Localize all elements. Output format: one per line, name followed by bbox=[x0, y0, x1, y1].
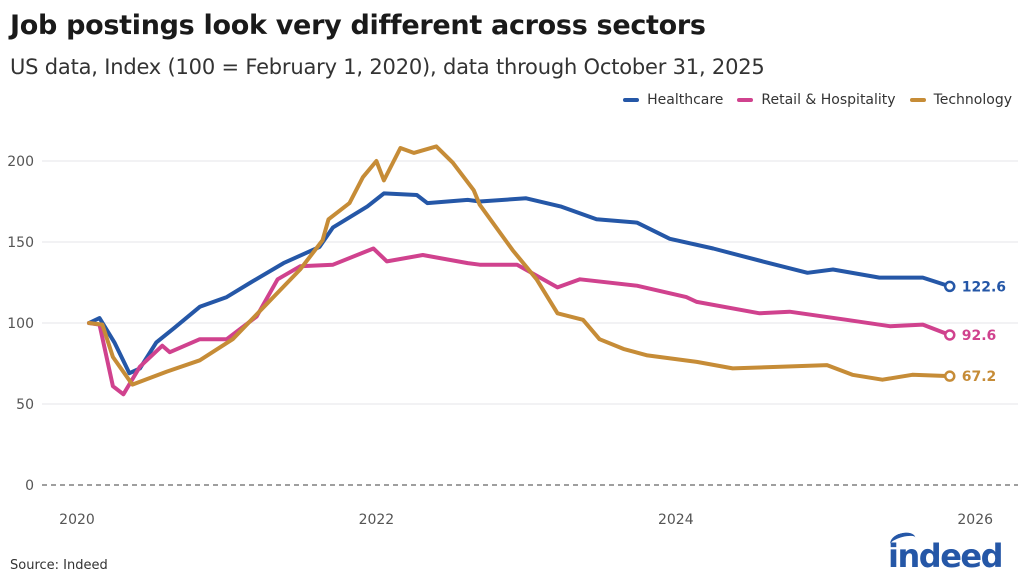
legend: Healthcare Retail & Hospitality Technolo… bbox=[623, 92, 1012, 108]
series-line-0 bbox=[87, 191, 952, 376]
legend-swatch bbox=[909, 98, 926, 102]
series-line-1 bbox=[87, 246, 952, 397]
legend-item-technology[interactable]: Technology bbox=[909, 92, 1012, 108]
y-tick-label: 50 bbox=[16, 397, 34, 413]
legend-item-retail[interactable]: Retail & Hospitality bbox=[737, 92, 896, 108]
end-value-label: 67.2 bbox=[962, 369, 997, 385]
end-point-marker bbox=[944, 329, 956, 341]
indeed-logo: indeed bbox=[888, 529, 1003, 575]
y-tick-label: 0 bbox=[25, 478, 34, 494]
y-tick-label: 200 bbox=[7, 154, 34, 170]
y-tick-label: 150 bbox=[7, 235, 34, 251]
legend-swatch bbox=[737, 98, 754, 102]
chart-subtitle: US data, Index (100 = February 1, 2020),… bbox=[10, 55, 765, 79]
x-tick-label: 2022 bbox=[359, 512, 395, 528]
end-point-marker bbox=[944, 370, 956, 382]
legend-label: Healthcare bbox=[647, 92, 724, 108]
legend-swatch bbox=[623, 98, 640, 102]
series-line-2 bbox=[87, 144, 952, 387]
legend-item-healthcare[interactable]: Healthcare bbox=[623, 92, 723, 108]
y-tick-label: 100 bbox=[7, 316, 34, 332]
end-point-marker bbox=[944, 280, 956, 293]
end-value-label: 92.6 bbox=[962, 328, 997, 344]
x-tick-label: 2024 bbox=[658, 512, 694, 528]
legend-label: Technology bbox=[933, 92, 1012, 108]
source-note: Source: Indeed bbox=[10, 558, 108, 573]
legend-label: Retail & Hospitality bbox=[761, 92, 896, 108]
x-tick-label: 2026 bbox=[957, 512, 993, 528]
end-value-label: 122.6 bbox=[962, 279, 1006, 295]
x-tick-label: 2020 bbox=[59, 512, 95, 528]
chart-title: Job postings look very different across … bbox=[10, 10, 706, 41]
